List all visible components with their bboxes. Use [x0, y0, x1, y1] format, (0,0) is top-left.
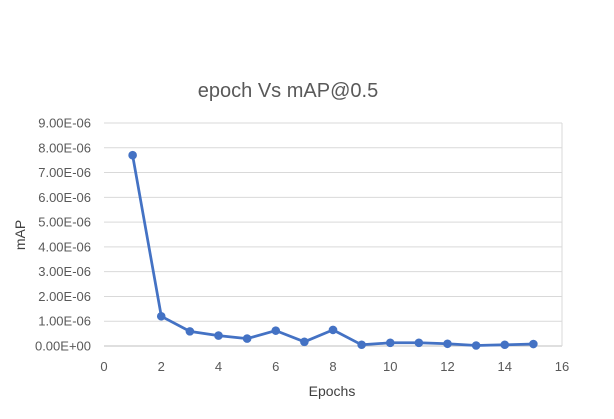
y-tick-label: 9.00E-06: [38, 116, 91, 131]
data-point: [156, 311, 166, 321]
y-tick-label: 6.00E-06: [38, 190, 91, 205]
y-tick-label: 4.00E-06: [38, 239, 91, 254]
data-point: [214, 331, 223, 340]
chart-title: epoch Vs mAP@0.5: [198, 80, 378, 102]
y-tick-label: 1.00E-06: [38, 314, 91, 329]
y-axis-label: mAP: [12, 220, 28, 250]
data-point: [271, 326, 281, 335]
y-tick-label: 0.00E+00: [35, 339, 91, 354]
series-line: [131, 153, 535, 347]
y-tick-label: 3.00E-06: [38, 264, 91, 279]
data-point: [385, 338, 395, 348]
data-point: [300, 337, 309, 347]
tick-labels: 0.00E+00 1.00E-06 2.00E-06 3.00E-06 4.00E-06…: [35, 116, 569, 375]
x-tick-label: 4: [215, 359, 222, 374]
x-tick-label: 8: [329, 359, 336, 374]
x-axis-label: Epochs: [309, 383, 356, 399]
x-tick-label: 16: [555, 359, 569, 374]
data-point: [242, 334, 252, 343]
x-tick-label: 2: [158, 359, 165, 374]
grid-lines: [104, 122, 563, 347]
series-layer: [128, 150, 538, 350]
data-point: [443, 339, 452, 349]
y-tick-label: 7.00E-06: [38, 165, 91, 180]
x-tick-label: 0: [100, 359, 107, 374]
data-point: [357, 340, 366, 350]
y-tick-label: 2.00E-06: [38, 289, 91, 304]
data-point: [414, 338, 424, 348]
x-tick-label: 12: [440, 359, 454, 374]
data-point: [471, 341, 481, 350]
y-tick-label: 5.00E-06: [38, 215, 91, 230]
x-tick-label: 6: [272, 359, 279, 374]
x-tick-label: 14: [498, 359, 512, 374]
data-point: [328, 325, 338, 335]
data-point: [185, 327, 195, 336]
data-point: [500, 340, 510, 350]
data-point: [529, 339, 538, 349]
data-point: [128, 150, 137, 160]
y-tick-label: 8.00E-06: [38, 140, 91, 155]
x-tick-label: 10: [383, 359, 397, 374]
